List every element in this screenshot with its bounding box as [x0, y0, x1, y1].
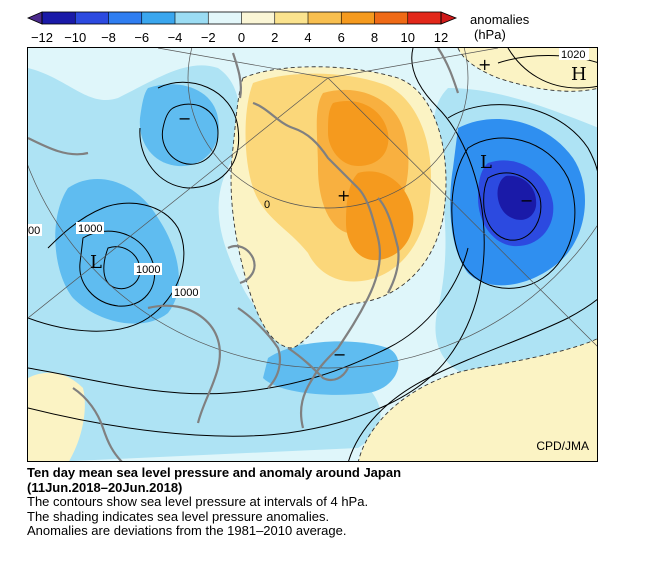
- anomaly-area-blue-nw: [139, 84, 219, 167]
- map-credit: CPD/JMA: [536, 439, 589, 453]
- legend-tick-label: 10: [401, 30, 415, 45]
- low-pressure-symbol-east: L: [480, 152, 492, 173]
- contour-label-1020: 1020: [561, 49, 585, 61]
- legend-swatch: [374, 12, 409, 24]
- legend-title: anomalies: [470, 12, 530, 27]
- legend-unit: (hPa): [474, 27, 506, 42]
- legend-swatch: [274, 12, 309, 24]
- pressure-symbols: H L L: [90, 64, 587, 273]
- legend-swatch: [241, 12, 276, 24]
- contour-label-1000-b: 1000: [136, 264, 160, 276]
- low-pressure-symbol-west: L: [90, 252, 102, 273]
- legend-tick-label: 2: [271, 30, 278, 45]
- legend-tick-label: 6: [338, 30, 345, 45]
- contour-label-0: 0: [264, 199, 270, 211]
- legend-swatch: [308, 12, 342, 24]
- legend-tick-label: −6: [134, 30, 149, 45]
- anomaly-minus-north: −: [178, 109, 191, 128]
- contour-label-1000-c: 1000: [174, 287, 198, 299]
- legend-swatch: [341, 12, 375, 24]
- legend-tick-label: −8: [101, 30, 116, 45]
- legend-tick-label: −2: [201, 30, 216, 45]
- anomaly-minus-east: −: [520, 191, 533, 210]
- anomaly-signs: + + − − −: [178, 55, 533, 364]
- map-caption: Ten day mean sea level pressure and anom…: [27, 465, 627, 539]
- anomaly-color-legend: −12 −10 −8 −6 −4 −2 0 2 4 6 8 10 12 anomalies (hPa): [0, 0, 650, 48]
- legend-swatch: [175, 12, 209, 24]
- anomaly-minus-south: −: [333, 345, 346, 364]
- legend-tick-label: 8: [371, 30, 378, 45]
- legend-colorbar: −12 −10 −8 −6 −4 −2 0 2 4 6 8 10 12: [26, 11, 458, 45]
- legend-tick-label: 0: [238, 30, 245, 45]
- legend-tick-label: −10: [64, 30, 86, 45]
- legend-swatch: [208, 12, 242, 24]
- legend-tick-label: 12: [434, 30, 448, 45]
- legend-swatch: [75, 12, 109, 24]
- high-pressure-symbol: H: [571, 64, 587, 85]
- legend-tick-label: 4: [304, 30, 311, 45]
- legend-tick-label: −4: [168, 30, 183, 45]
- anomaly-plus-northeast: +: [478, 55, 491, 74]
- projection-grid: [28, 48, 597, 369]
- coastlines: [28, 48, 460, 461]
- legend-swatch: [407, 12, 442, 24]
- anomaly-plus-korea: +: [337, 186, 350, 205]
- caption-title-line1: Ten day mean sea level pressure and anom…: [27, 465, 402, 480]
- caption-line3: Anomalies are deviations from the 1981–2…: [27, 523, 347, 538]
- legend-swatch: [42, 12, 76, 24]
- caption-title-line2: (11Jun.2018–20Jun.2018): [27, 479, 183, 495]
- contour-label-00: 00: [28, 225, 40, 237]
- caption-line2: The shading indicates sea level pressure…: [27, 508, 330, 524]
- isobar-contours: [28, 48, 597, 461]
- contour-label-group: 1020 1000 1000 1000 00 0: [28, 48, 589, 299]
- map-canvas: 1020 1000 1000 1000 00 0 H L L + + − − −: [28, 48, 597, 461]
- legend-swatch: [108, 12, 143, 24]
- anomaly-area-yellow-southeast: [358, 338, 597, 461]
- anomaly-area-yellow-southwest: [28, 372, 85, 461]
- contour-label-1000-a: 1000: [78, 223, 102, 235]
- anomaly-area-deep-orange-north: [328, 101, 389, 166]
- legend-left-arrow: [26, 11, 43, 25]
- anomaly-area-core-low-east: [497, 175, 537, 220]
- legend-right-arrow: [440, 11, 458, 25]
- legend-swatch: [141, 12, 176, 24]
- pressure-anomaly-map: 1020 1000 1000 1000 00 0 H L L + + − − −…: [27, 47, 598, 462]
- legend-tick-label: −12: [31, 30, 53, 45]
- caption-line1: The contours show sea level pressure at …: [27, 494, 369, 509]
